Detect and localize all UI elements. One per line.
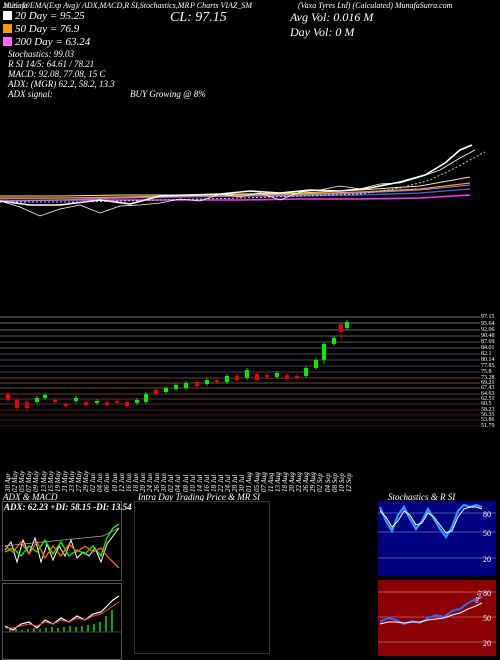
macd-readout: MACD: 92.08, 77.08, 15 C: [8, 69, 106, 79]
ema20-legend: 20 Day = 95.25: [3, 10, 85, 22]
adx-plot: [4, 523, 120, 569]
price-label: 51.79: [481, 423, 495, 429]
ema200-label: 200 Day = 63.24: [15, 36, 91, 48]
price-label: 87.69: [481, 339, 495, 345]
price-label: 75.8: [481, 369, 492, 375]
price-label: 90.48: [481, 333, 495, 339]
price-label: 67.43: [481, 385, 495, 391]
rsi-plot: [378, 591, 496, 643]
rsi-tick-80: 80: [483, 589, 491, 598]
price-label: 82.1: [481, 351, 492, 357]
ema-aux2-line: [0, 184, 471, 202]
stochastics-readout: Stochastics: 99.03: [8, 49, 74, 59]
adx-signal-label: ADX signal:: [8, 89, 53, 99]
price-label: 60.5: [481, 401, 492, 407]
price-label: 80.14: [481, 357, 495, 363]
price-candles: [6, 320, 349, 412]
price-label: 69.21: [481, 380, 495, 386]
adx-panel-title: ADX & MACD: [3, 492, 58, 502]
macd-panel: [2, 583, 122, 660]
ema50-line: [0, 182, 471, 199]
rsi-tick-50: 50: [483, 614, 491, 623]
price-label: 58.23: [481, 407, 495, 413]
year-mark: 2025-10: [3, 1, 30, 10]
ema-aux-line: [0, 176, 471, 197]
ema20-label: 20 Day = 95.25: [15, 10, 85, 22]
price-label: 53.86: [481, 417, 495, 423]
ema50-legend: 50 Day = 76.9: [3, 23, 79, 35]
price-label: 56.35: [481, 412, 495, 418]
stoch-tick-50: 50: [483, 529, 491, 538]
ema-dotted-line: [0, 151, 486, 203]
date-label: 12 Sep: [344, 473, 353, 492]
intraday-panel-title: Intra Day Trading Price & MR SI: [138, 492, 260, 502]
stochastics-plot: [378, 503, 496, 559]
price-label: 95.64: [481, 321, 495, 327]
stoch-tick-80: 80: [483, 510, 491, 519]
adx-readout: ADX: (MGR) 62.2, 58.2, 13.3: [8, 79, 115, 89]
ema20-line: [0, 144, 473, 206]
ema50-label: 50 Day = 76.9: [15, 23, 80, 35]
price-label: 62.51: [481, 396, 495, 402]
chart-title: P Charts VIAZ_SM: [190, 1, 253, 10]
intraday-panel: [134, 501, 270, 654]
header-left-title: Munafa EMA(Exp Avg)/ ADX,MACD,R SI,Stoch…: [3, 1, 190, 10]
rsi-readout: R SI 14/5: 64.61 / 78.21: [8, 59, 95, 69]
stoch-tick-20: 20: [483, 555, 491, 564]
ema200-legend: 200 Day = 63.24: [3, 36, 90, 48]
stochastics-panel: 80 50 20: [378, 501, 496, 576]
macd-plot: [3, 595, 121, 633]
rsi-tick-20: 20: [483, 639, 491, 648]
header-right-title: (Vaxa Tyres Ltd) (Calculated) MunafaSutr…: [298, 1, 453, 10]
ema50-swatch: [3, 24, 12, 33]
adx-panel: ADX: 62.23 +DI: 58.15 -DI: 13.54: [2, 501, 132, 581]
price-label: 64.63: [481, 391, 495, 397]
price-thin-line: [0, 149, 476, 217]
ema-chart: [0, 144, 486, 217]
ema200-line: [0, 194, 471, 202]
price-chart: [0, 316, 480, 427]
price-label: 73.28: [481, 375, 495, 381]
close-price: CL: 97.15: [170, 10, 227, 25]
ema20-swatch: [3, 11, 12, 20]
day-volume: Day Vol: 0 M: [290, 25, 355, 39]
price-label: 97.15: [481, 314, 495, 320]
price-label: 84.01: [481, 345, 495, 351]
price-label: 77.85: [481, 363, 495, 369]
ema200-swatch: [3, 37, 12, 46]
adx-values: ADX: 62.23 +DI: 58.15 -DI: 13.54: [4, 502, 132, 512]
buy-signal: BUY Growing @ 8%: [130, 89, 206, 99]
stoch-panel-title: Stochastics & R SI: [388, 492, 456, 502]
price-label: 92.06: [481, 327, 495, 333]
avg-volume: Avg Vol: 0.016 M: [290, 10, 374, 24]
rsi-panel: 80 50 20 64.61: [378, 580, 496, 656]
price-gridlines: [0, 316, 480, 427]
